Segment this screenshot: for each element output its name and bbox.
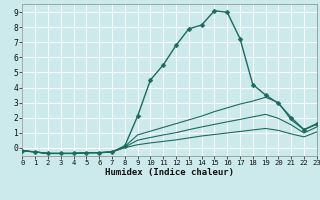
X-axis label: Humidex (Indice chaleur): Humidex (Indice chaleur): [105, 168, 234, 177]
